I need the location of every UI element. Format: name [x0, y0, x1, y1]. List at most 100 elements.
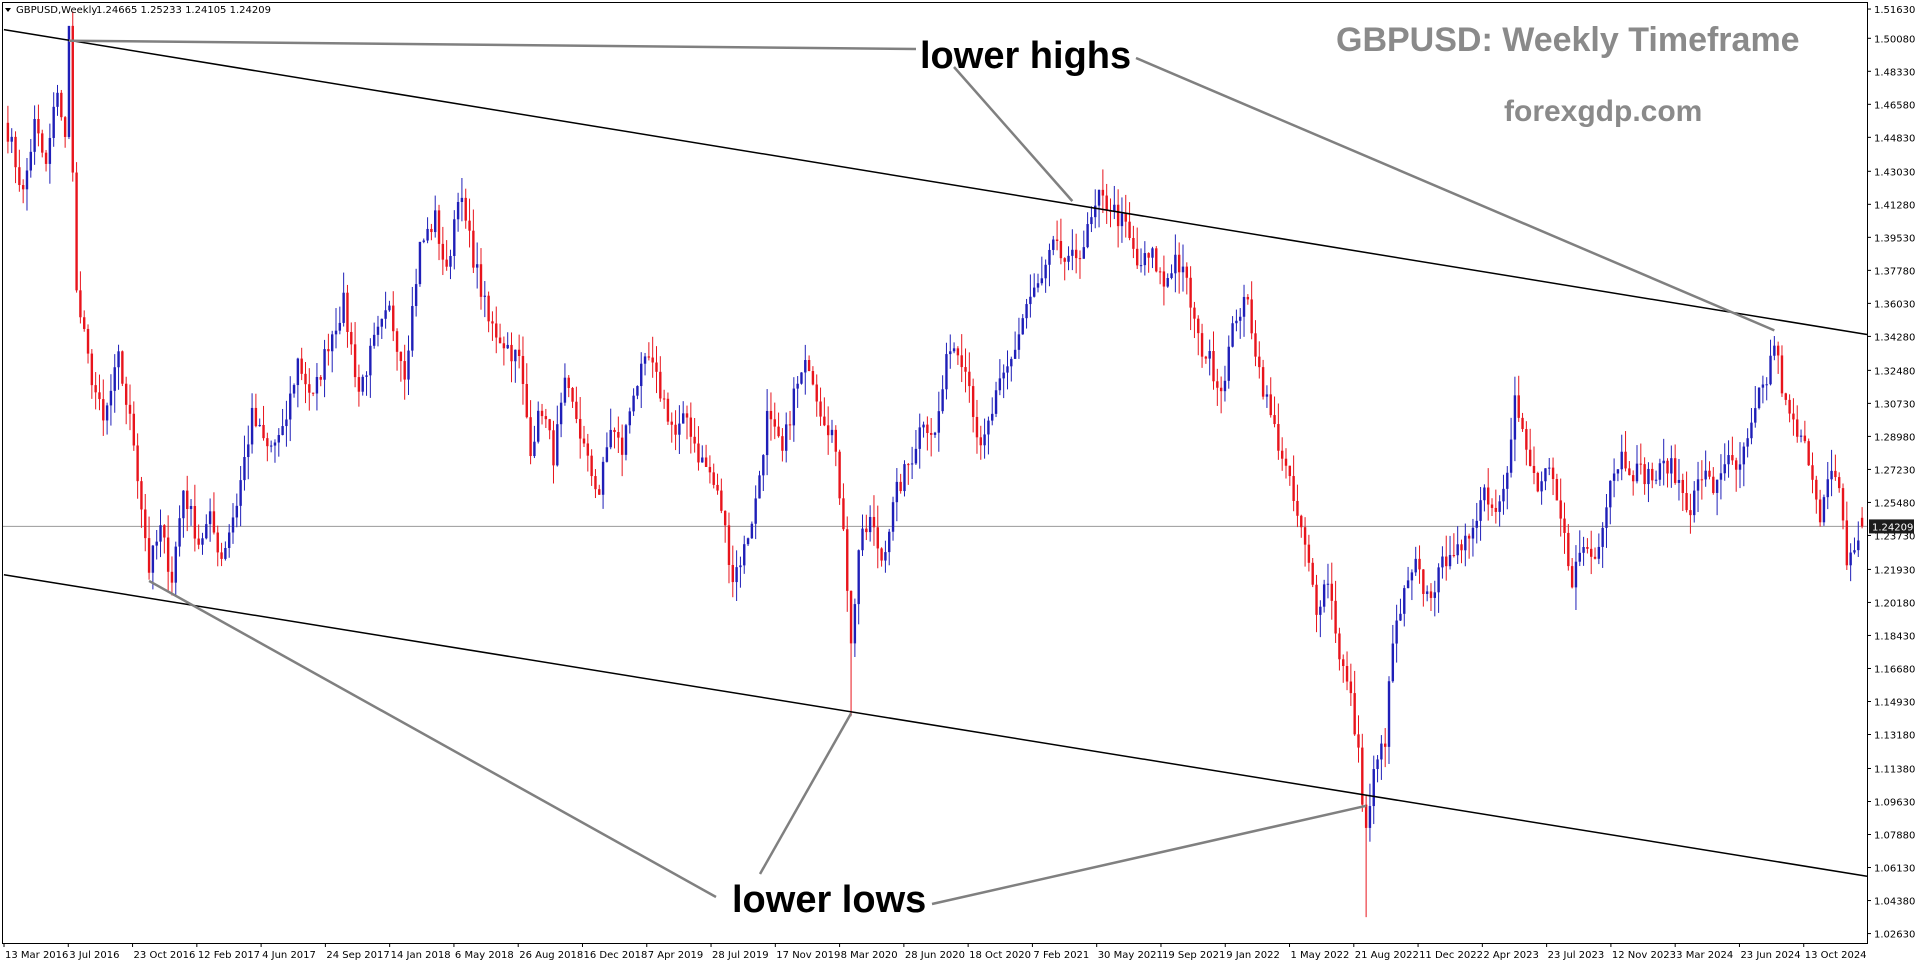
- candle-body: [25, 170, 29, 190]
- candle-body: [1307, 544, 1311, 563]
- candle: [147, 516, 151, 580]
- x-tick-label: 9 Jan 2022: [1226, 950, 1280, 961]
- candle: [1761, 375, 1765, 404]
- candle-body: [1807, 441, 1810, 466]
- candle: [1254, 320, 1257, 367]
- candle-body: [308, 384, 311, 393]
- candle: [124, 376, 128, 425]
- candle: [292, 383, 296, 398]
- candle: [941, 375, 944, 414]
- candle-body: [29, 151, 32, 171]
- candle: [529, 400, 532, 465]
- candle: [1078, 250, 1082, 279]
- candle-body: [1437, 567, 1440, 593]
- candle: [613, 427, 616, 449]
- y-tick-label: 1.39530: [1874, 233, 1915, 244]
- candle: [517, 334, 521, 369]
- candle-body: [178, 518, 181, 547]
- candle-body: [918, 427, 921, 449]
- candle-body: [338, 322, 342, 331]
- candle-body: [304, 373, 307, 385]
- candle: [701, 445, 704, 463]
- candle: [174, 541, 177, 597]
- candle-body: [1101, 189, 1105, 196]
- candle-body: [1597, 546, 1601, 559]
- candle: [281, 408, 284, 436]
- candle: [1601, 522, 1604, 568]
- candle-body: [21, 185, 25, 190]
- candle: [1712, 467, 1715, 495]
- x-tick-label: 7 Feb 2021: [1033, 950, 1089, 961]
- candle: [296, 357, 300, 408]
- candle-body: [1719, 473, 1723, 480]
- candle: [227, 524, 231, 558]
- candle-body: [952, 348, 956, 352]
- candle: [376, 315, 380, 347]
- candle: [559, 392, 563, 438]
- candle: [506, 332, 509, 350]
- y-tick-label: 1.27230: [1874, 465, 1915, 476]
- candle: [1750, 408, 1753, 445]
- candle-body: [800, 372, 803, 384]
- candle: [1044, 259, 1047, 293]
- candle: [491, 311, 494, 341]
- candle-body: [979, 437, 982, 446]
- candle: [514, 349, 517, 383]
- candle-body: [1742, 446, 1746, 465]
- candle-body: [1326, 583, 1330, 585]
- candle: [418, 241, 422, 287]
- candle: [1704, 450, 1707, 487]
- candle-body: [1273, 415, 1276, 425]
- candle-body: [227, 532, 231, 548]
- candle: [1223, 365, 1227, 402]
- candle-body: [1548, 467, 1551, 469]
- trendline-upper[interactable]: [3, 28, 1868, 336]
- candle-body: [163, 525, 166, 538]
- candle-body: [1612, 473, 1616, 481]
- candle-body: [777, 426, 780, 437]
- candle: [1361, 733, 1364, 812]
- candle-body: [1452, 555, 1456, 557]
- candle-body: [704, 457, 708, 467]
- candle-body: [147, 538, 151, 573]
- candle-body: [483, 295, 487, 297]
- current-price-label: 1.24209: [1869, 519, 1914, 534]
- candle-body: [1349, 681, 1353, 694]
- candle-body: [71, 25, 74, 173]
- candle-body: [1403, 588, 1406, 614]
- candle-body: [514, 349, 517, 362]
- candle-body: [1425, 591, 1429, 594]
- candle: [479, 248, 483, 310]
- candle-body: [453, 219, 456, 256]
- candle-body: [1277, 424, 1280, 451]
- candle: [1269, 377, 1272, 418]
- trendline-lower[interactable]: [3, 573, 1868, 877]
- candle: [991, 397, 994, 426]
- candle: [1372, 755, 1375, 825]
- candle: [449, 249, 452, 280]
- candle: [891, 496, 895, 541]
- candle-body: [624, 425, 628, 455]
- candle: [430, 223, 433, 241]
- candle: [498, 323, 502, 344]
- y-tick-label: 1.21930: [1874, 565, 1915, 576]
- candle: [1128, 202, 1131, 241]
- candle-body: [521, 356, 525, 385]
- candle-body: [1853, 550, 1856, 553]
- candle-body: [403, 361, 406, 380]
- candle-body: [1483, 487, 1486, 501]
- candle-body: [1094, 205, 1097, 218]
- candle: [628, 407, 631, 434]
- candle: [1067, 246, 1070, 271]
- x-tick-label: 26 Aug 2018: [519, 950, 583, 961]
- candle-body: [823, 416, 826, 426]
- candle-body: [1353, 693, 1356, 735]
- candle: [1838, 472, 1841, 493]
- candles: [6, 11, 1864, 918]
- collapse-arrow-icon[interactable]: [5, 8, 11, 12]
- candle-body: [1410, 572, 1414, 581]
- candle: [1498, 495, 1501, 527]
- candle: [1525, 421, 1528, 466]
- candle-body: [1647, 468, 1650, 485]
